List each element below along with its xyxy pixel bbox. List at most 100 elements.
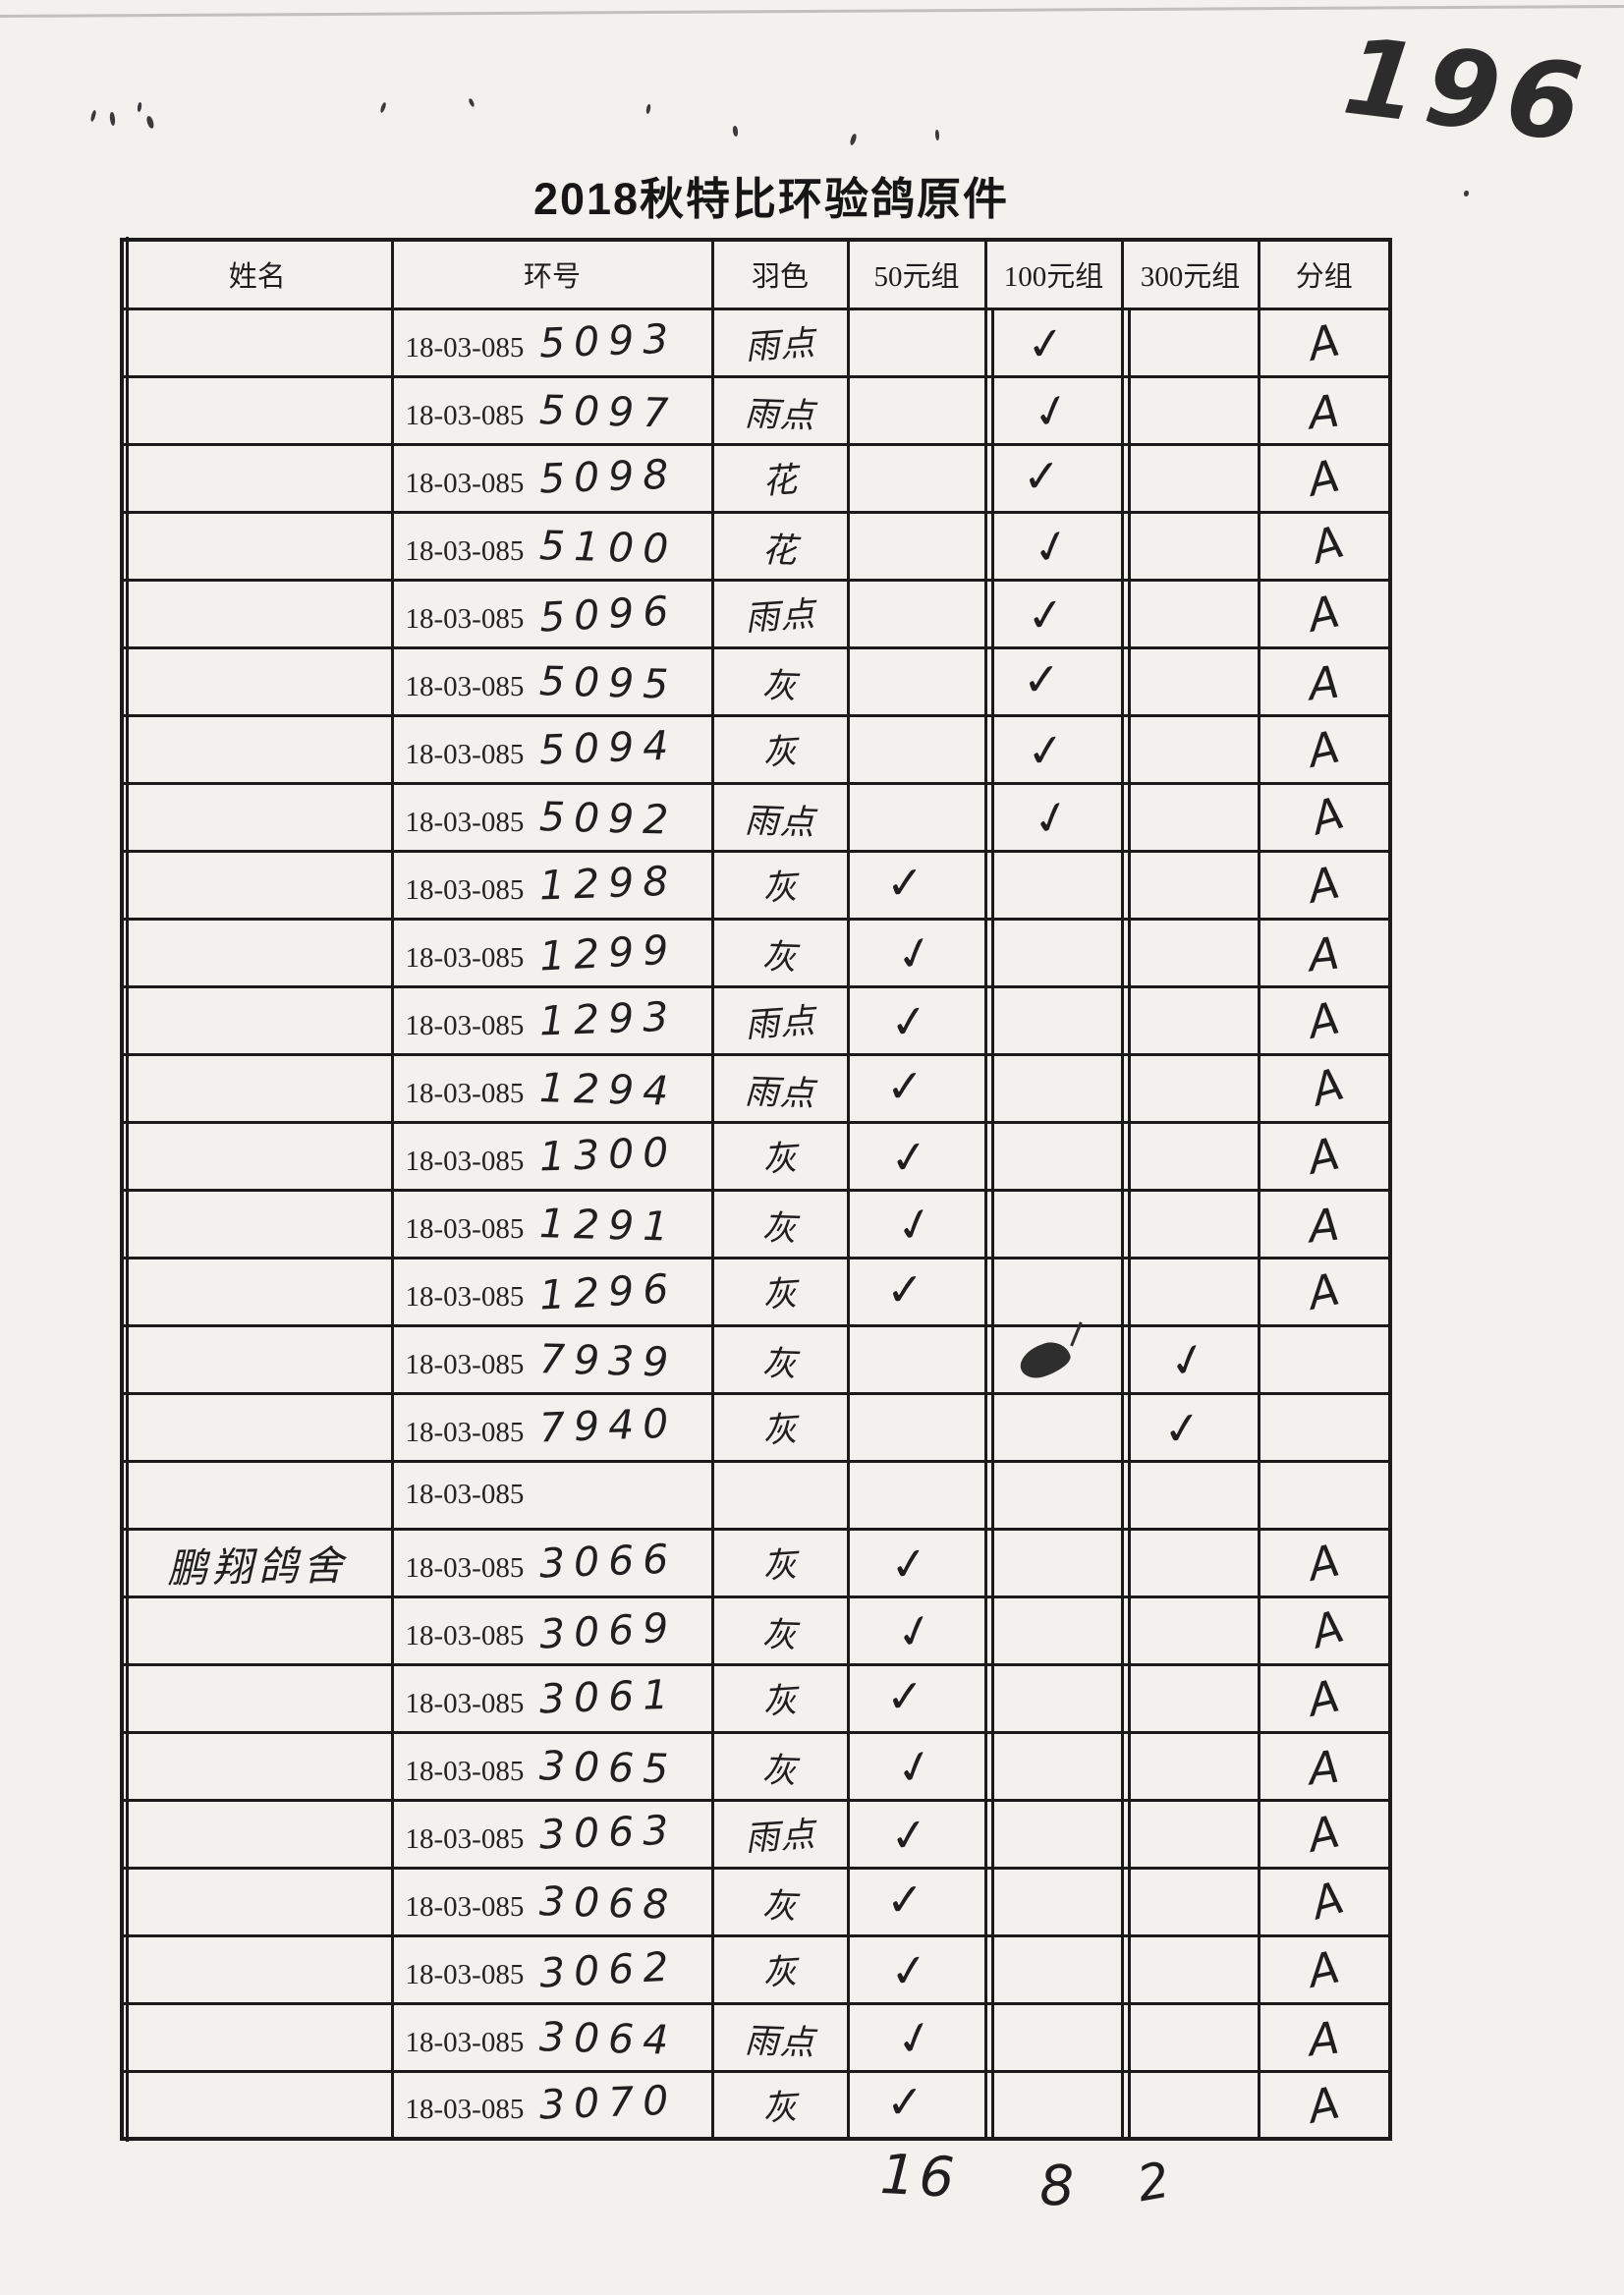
check-mark: ✓ bbox=[884, 855, 925, 910]
feather-color: 灰 bbox=[761, 1344, 799, 1385]
cell-300-group bbox=[1120, 1730, 1260, 1803]
table-row: 18-03-085 3065 灰 ✓ A bbox=[120, 1730, 1392, 1803]
cell-300-group bbox=[1120, 1188, 1260, 1260]
cell-group bbox=[1257, 1459, 1392, 1531]
cell-name: 鹏翔鸽舍 bbox=[120, 1527, 394, 1598]
page-number: 196 bbox=[1337, 15, 1596, 167]
ring-suffix: 3070 bbox=[538, 2076, 679, 2129]
group-grade: A bbox=[1306, 1740, 1343, 1796]
check-mark: ✓ bbox=[1027, 516, 1077, 577]
cell-300-group bbox=[1120, 2069, 1260, 2142]
cell-300-group bbox=[1120, 1662, 1260, 1735]
group-grade: A bbox=[1306, 2011, 1343, 2067]
check-mark: ✓ bbox=[887, 1941, 931, 1999]
cell-50-group: ✓ bbox=[846, 1052, 987, 1124]
cell-100-group bbox=[983, 1527, 1124, 1599]
feather-color: 雨点 bbox=[743, 1001, 817, 1046]
table-row: 18-03-085 5093 雨点 ✓ A bbox=[120, 307, 1392, 379]
ring-suffix: 1300 bbox=[538, 1128, 679, 1180]
ring-suffix: 1299 bbox=[538, 924, 679, 980]
cell-feather-color: 雨点 bbox=[710, 2001, 850, 2073]
cell-300-group bbox=[1120, 578, 1260, 650]
ring-suffix: 5093 bbox=[538, 314, 679, 366]
cell-300-group: ✓ bbox=[1120, 1391, 1260, 1464]
feather-color: 灰 bbox=[760, 731, 800, 774]
page-title: 2018秋特比环验鸽原件 bbox=[532, 174, 1010, 224]
cell-group: A bbox=[1257, 917, 1392, 988]
cell-name bbox=[120, 578, 394, 649]
cell-300-group bbox=[1120, 374, 1260, 447]
cell-300-group bbox=[1120, 984, 1260, 1057]
feather-color: 灰 bbox=[761, 1615, 799, 1656]
group-grade: A bbox=[1304, 856, 1345, 914]
fancier-name: 鹏翔鸽舍 bbox=[166, 1540, 349, 1593]
table-row: 鹏翔鸽舍 18-03-085 3066 灰 ✓ A bbox=[120, 1527, 1392, 1599]
ring-suffix: 7940 bbox=[538, 1399, 679, 1451]
cell-50-group bbox=[846, 1391, 987, 1463]
feather-color: 雨点 bbox=[744, 801, 816, 844]
feather-color: 雨点 bbox=[743, 323, 817, 368]
group-grade: A bbox=[1304, 991, 1345, 1049]
cell-100-group bbox=[983, 1662, 1124, 1735]
cell-50-group: ✓ bbox=[846, 1188, 987, 1259]
table-row: 18-03-085 5092 雨点 ✓ A bbox=[120, 781, 1392, 854]
ring-suffix: 3061 bbox=[538, 1670, 679, 1722]
cell-ring: 18-03-085 5100 bbox=[390, 510, 714, 582]
ring-prefix: 18-03-085 bbox=[405, 1145, 525, 1177]
ring-suffix: 1294 bbox=[538, 1063, 679, 1115]
cell-name bbox=[120, 1188, 394, 1259]
cell-300-group bbox=[1120, 510, 1260, 583]
cell-name bbox=[120, 1595, 394, 1666]
group-grade: A bbox=[1306, 926, 1343, 982]
ring-suffix: 5095 bbox=[538, 656, 679, 708]
col-header-name: 姓名 bbox=[120, 238, 394, 310]
cell-100-group bbox=[983, 1256, 1124, 1328]
group-grade: A bbox=[1306, 1599, 1350, 1659]
cell-group: A bbox=[1257, 1120, 1392, 1192]
cell-feather-color: 花 bbox=[710, 510, 850, 582]
cell-name bbox=[120, 1052, 394, 1124]
table-row: 18-03-085 1299 灰 ✓ A bbox=[120, 917, 1392, 989]
ring-prefix: 18-03-085 bbox=[405, 331, 525, 364]
col-header-100-group: 100元组 bbox=[983, 238, 1124, 310]
cell-100-group bbox=[983, 984, 1124, 1057]
cell-50-group: ✓ bbox=[846, 1595, 987, 1666]
cell-300-group bbox=[1120, 1527, 1260, 1599]
check-mark: ✓ bbox=[884, 1058, 925, 1113]
cell-ring: 18-03-085 3069 bbox=[390, 1595, 714, 1666]
group-grade: A bbox=[1306, 384, 1343, 440]
cell-group: A bbox=[1257, 578, 1392, 649]
cell-name bbox=[120, 713, 394, 785]
cell-name bbox=[120, 849, 394, 921]
table-row: 18-03-085 7940 灰 ✓ bbox=[120, 1391, 1392, 1464]
table-row: 18-03-085 3068 灰 ✓ A bbox=[120, 1866, 1392, 1938]
table-row: 18-03-085 3064 雨点 ✓ A bbox=[120, 2001, 1392, 2074]
col-header-ring: 环号 bbox=[390, 238, 714, 310]
cell-300-group bbox=[1120, 1933, 1260, 2006]
cell-name bbox=[120, 2069, 394, 2141]
cell-group: A bbox=[1257, 2069, 1392, 2141]
cell-100-group bbox=[983, 1391, 1124, 1464]
total-50-group: 16 bbox=[878, 2142, 960, 2211]
check-mark: ✓ bbox=[887, 992, 931, 1050]
feather-color: 花 bbox=[761, 531, 799, 572]
cell-name bbox=[120, 1323, 394, 1395]
feather-color: 雨点 bbox=[744, 394, 816, 437]
cell-feather-color: 雨点 bbox=[710, 307, 850, 378]
cell-group: A bbox=[1257, 374, 1392, 446]
check-mark: ✓ bbox=[1024, 721, 1068, 779]
ring-prefix: 18-03-085 bbox=[405, 1009, 525, 1041]
cell-100-group bbox=[983, 1595, 1124, 1667]
ring-suffix: 5100 bbox=[538, 521, 679, 573]
cell-300-group bbox=[1120, 1459, 1260, 1532]
check-mark: ✓ bbox=[887, 1128, 931, 1186]
cell-feather-color: 雨点 bbox=[710, 374, 850, 446]
cell-300-group bbox=[1120, 1798, 1260, 1871]
cell-feather-color: 花 bbox=[710, 442, 850, 514]
cell-ring: 18-03-085 1298 bbox=[390, 849, 714, 921]
table-row: 18-03-085 5094 灰 ✓ A bbox=[120, 713, 1392, 786]
cell-50-group bbox=[846, 374, 987, 446]
cell-100-group bbox=[983, 1866, 1124, 1938]
scan-speck bbox=[1464, 191, 1469, 196]
ring-prefix: 18-03-085 bbox=[405, 1212, 525, 1245]
